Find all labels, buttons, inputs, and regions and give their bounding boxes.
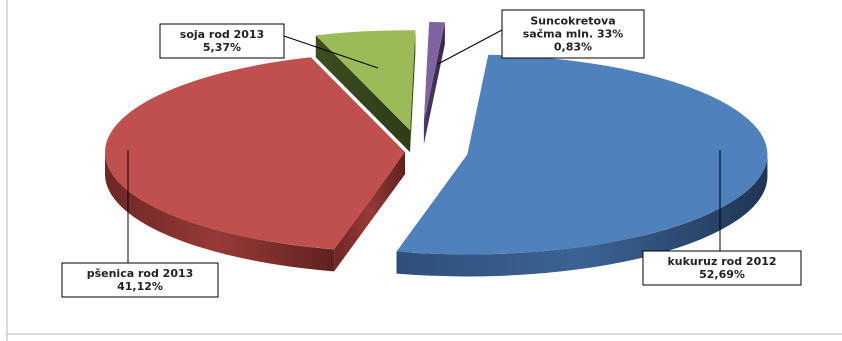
- data-label-category: sačma mln. 33%: [523, 28, 624, 41]
- pie-slice-kukuruz: [396, 54, 768, 277]
- pie-slice-top-psenica: [105, 57, 406, 250]
- leader-line-suncokretova: [437, 29, 503, 65]
- pie-slice-wall-psenica-0: [334, 152, 406, 272]
- data-label-box: [642, 250, 802, 286]
- data-label-value: 0,83%: [554, 41, 592, 54]
- data-label-box: [61, 262, 219, 298]
- leader-line-soja: [283, 35, 379, 69]
- pie-slice-wall-suncokretova-1: [423, 22, 445, 145]
- data-label-category: soja rod 2013: [180, 28, 264, 41]
- pie-slice-wall-soja-0: [315, 35, 411, 153]
- pie-slice-psenica: [105, 57, 406, 272]
- pie-slice-top-suncokretova: [423, 22, 445, 123]
- pie-slice-side-psenica: [105, 152, 335, 272]
- data-label-box: [159, 23, 285, 59]
- data-label-value: 5,37%: [203, 41, 241, 54]
- pie-slice-top-kukuruz: [396, 54, 768, 255]
- pie-slice-suncokretova: [423, 22, 445, 145]
- pie-slice-side-kukuruz: [396, 154, 768, 277]
- data-label-box: [501, 9, 645, 59]
- data-label-category: kukuruz rod 2012: [667, 255, 776, 268]
- data-label-value: 41,12%: [117, 280, 163, 293]
- data-label-category: pšenica rod 2013: [87, 267, 194, 280]
- data-label-value: 52,69%: [699, 268, 745, 281]
- data-label-category: Suncokretova: [530, 15, 615, 28]
- pie-slice-wall-soja-1: [410, 30, 416, 153]
